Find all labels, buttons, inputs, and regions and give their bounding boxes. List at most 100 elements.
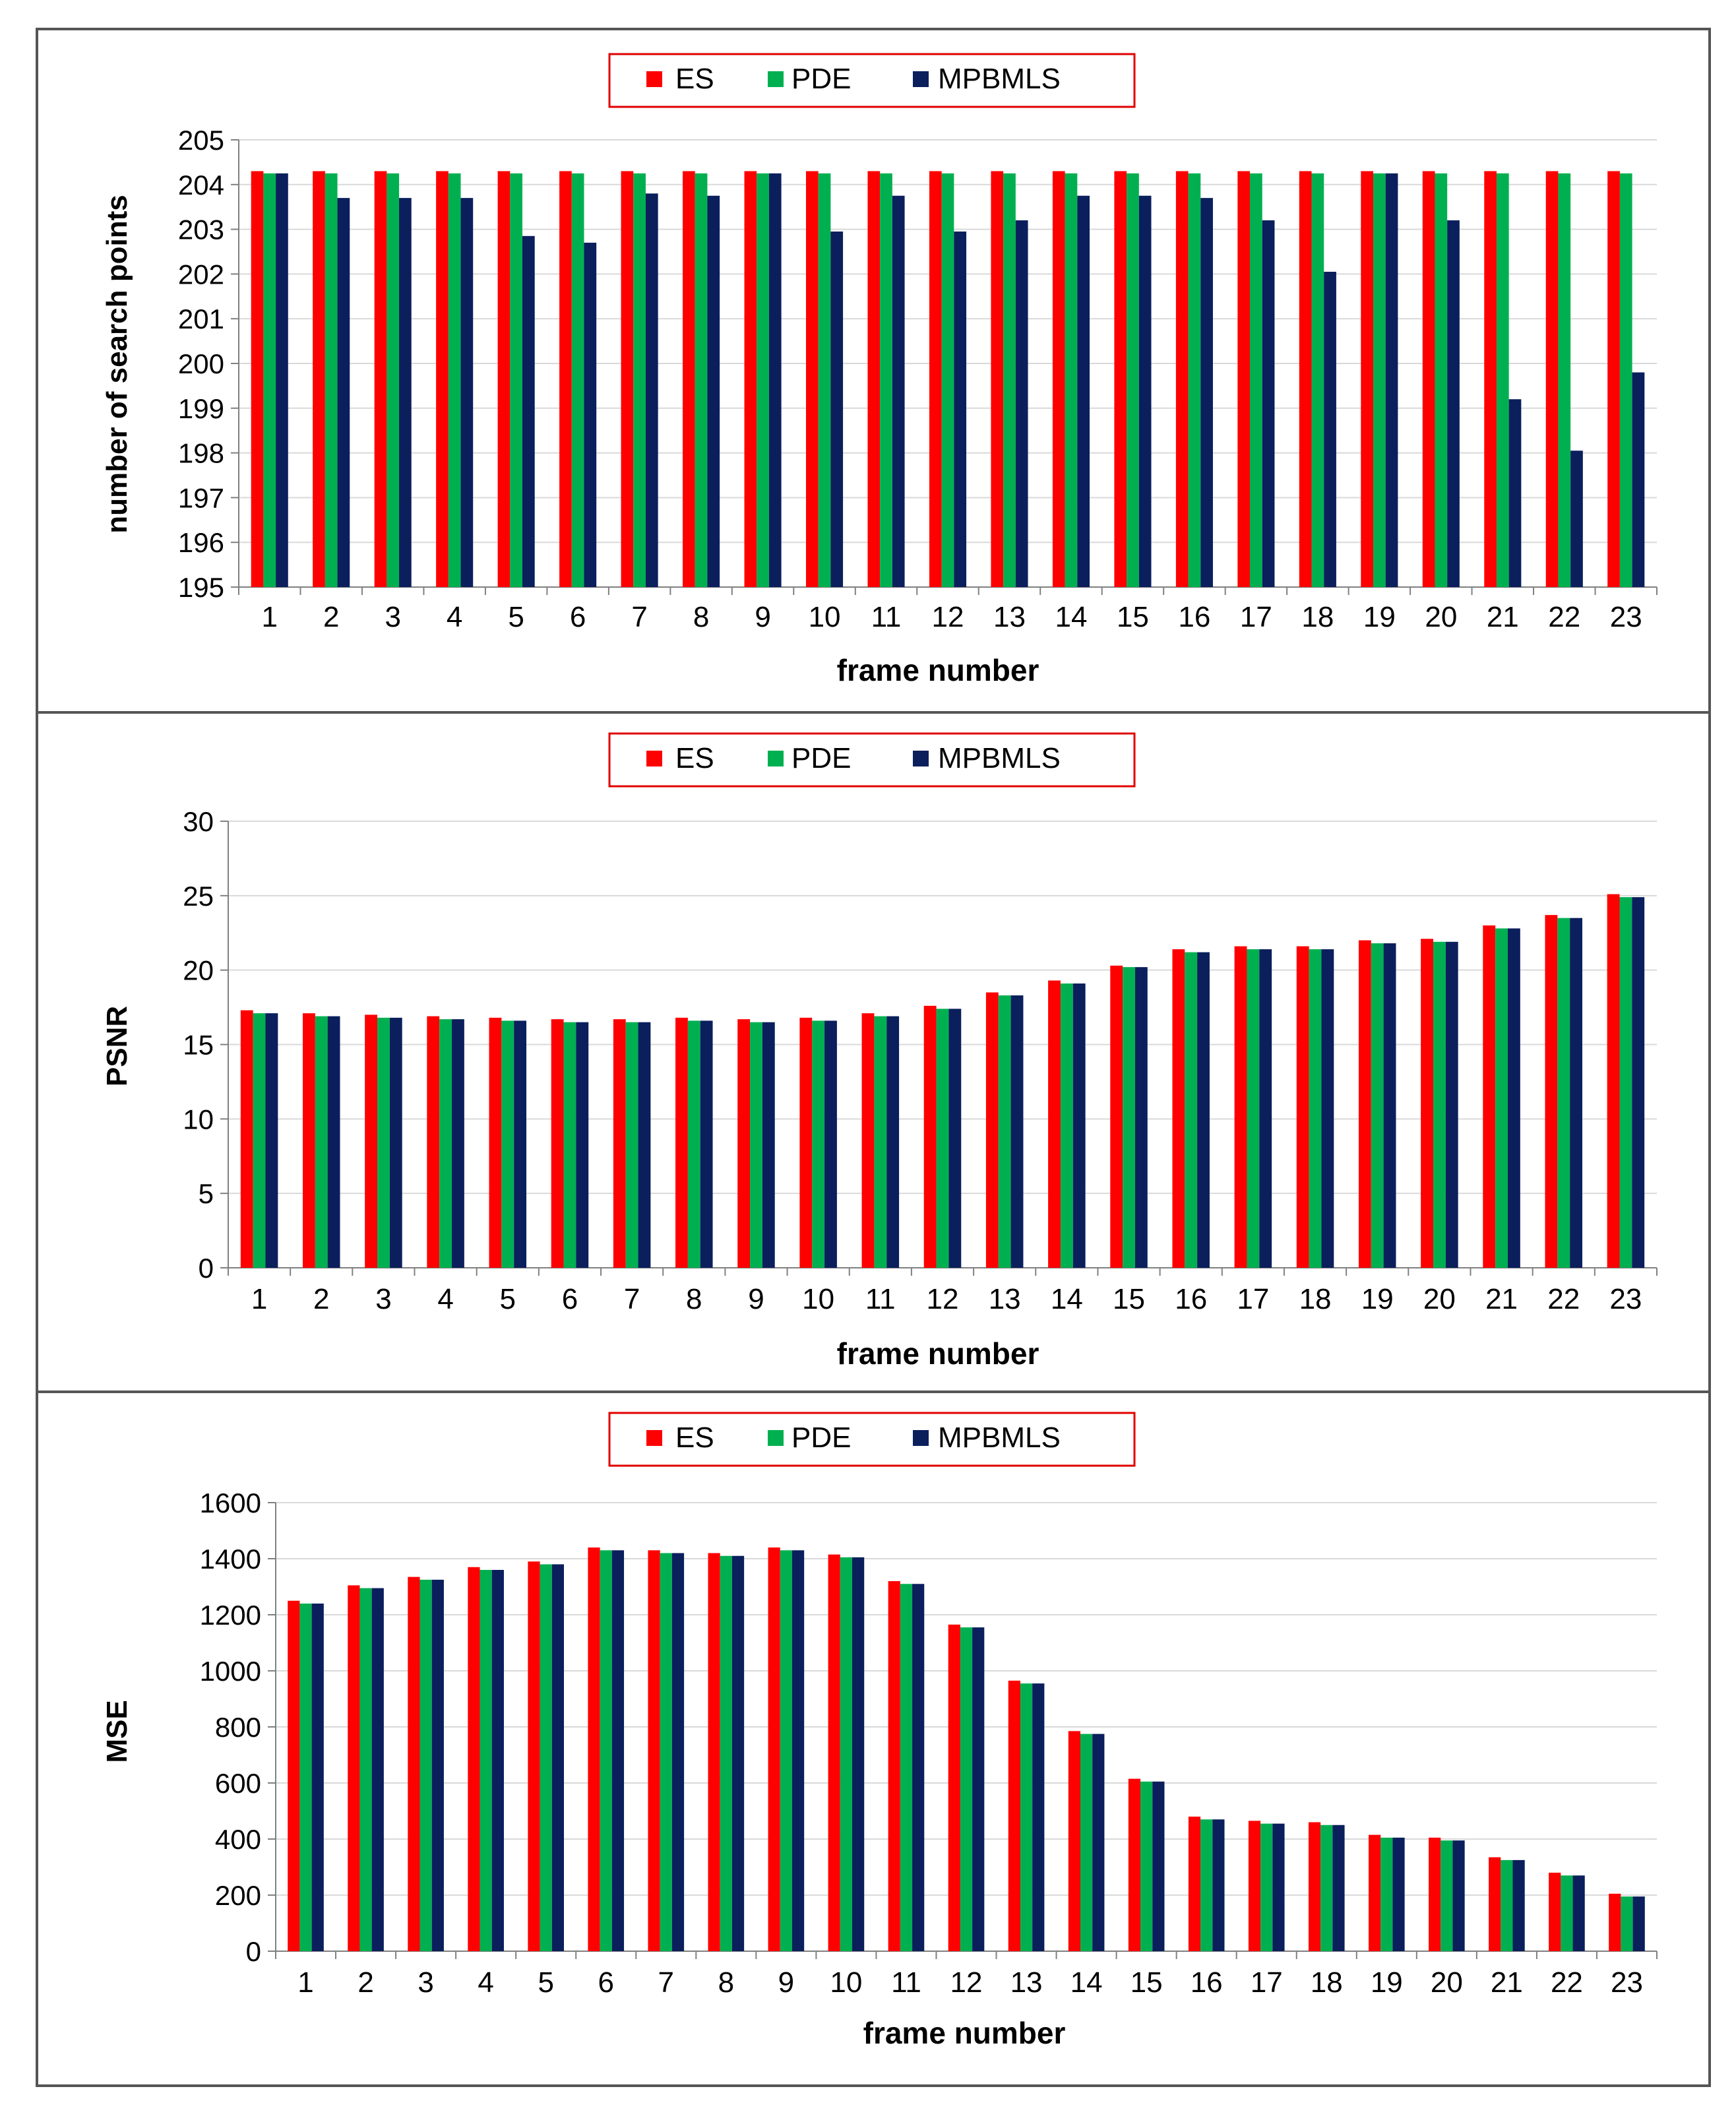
- x-axis-label: frame number: [837, 1336, 1039, 1371]
- bar-es-frame-10: [828, 1554, 840, 1951]
- bar-mpbmls-frame-13: [1010, 995, 1024, 1268]
- bar-pde-frame-9: [780, 1550, 792, 1951]
- bar-mpbmls-frame-15: [1134, 967, 1148, 1268]
- bar-mpbmls-frame-16: [1197, 952, 1210, 1268]
- bar-mpbmls-frame-18: [1321, 949, 1334, 1268]
- bar-pde-frame-20: [1441, 1840, 1453, 1951]
- bar-pde-frame-17: [1260, 1823, 1273, 1951]
- y-tick-label: 800: [215, 1712, 261, 1743]
- bar-mpbmls-frame-18: [1332, 1825, 1345, 1951]
- y-tick-label: 0: [199, 1253, 214, 1284]
- bar-mpbmls-frame-6: [584, 242, 597, 587]
- bar-mpbmls-frame-8: [700, 1020, 713, 1268]
- bar-mpbmls-frame-7: [671, 1553, 685, 1951]
- bar-es-frame-5: [489, 1017, 502, 1268]
- x-tick-label: 7: [624, 1283, 640, 1315]
- x-tick-label: 2: [313, 1283, 329, 1315]
- bar-es-frame-19: [1368, 1834, 1381, 1951]
- bar-mpbmls-frame-21: [1508, 399, 1522, 587]
- x-tick-label: 21: [1487, 601, 1519, 633]
- legend-label-es: ES: [675, 63, 714, 95]
- x-tick-label: 21: [1491, 1966, 1523, 1999]
- bar-es-frame-10: [799, 1017, 813, 1268]
- bar-mpbmls-frame-6: [576, 1022, 589, 1268]
- bar-mpbmls-frame-4: [491, 1570, 504, 1951]
- bar-mpbmls-frame-20: [1445, 941, 1458, 1268]
- bar-es-frame-3: [365, 1015, 378, 1268]
- x-tick-label: 4: [478, 1966, 493, 1999]
- bar-mpbmls-frame-14: [1072, 983, 1086, 1268]
- bar-mpbmls-frame-3: [399, 198, 412, 587]
- bar-es-frame-1: [251, 171, 264, 588]
- bar-mpbmls-frame-12: [948, 1009, 962, 1268]
- bar-mpbmls-frame-1: [276, 173, 288, 588]
- bar-pde-frame-21: [1501, 1859, 1513, 1951]
- x-tick-label: 16: [1191, 1966, 1223, 1999]
- bar-pde-frame-11: [874, 1016, 887, 1268]
- bar-es-frame-9: [744, 171, 757, 588]
- x-tick-label: 20: [1425, 601, 1457, 633]
- y-tick-label: 198: [178, 438, 224, 469]
- bar-pde-frame-16: [1185, 952, 1198, 1268]
- x-tick-label: 17: [1251, 1966, 1283, 1999]
- y-tick-label: 196: [178, 527, 224, 558]
- bar-pde-frame-9: [757, 173, 769, 588]
- bar-mpbmls-frame-3: [389, 1017, 402, 1268]
- bar-pde-frame-5: [501, 1020, 514, 1268]
- bar-es-frame-14: [1068, 1731, 1080, 1951]
- y-tick-label: 1000: [200, 1656, 261, 1687]
- x-tick-label: 16: [1175, 1283, 1207, 1315]
- bar-mpbmls-frame-11: [912, 1584, 925, 1951]
- x-tick-label: 22: [1551, 1966, 1583, 1999]
- bar-es-frame-11: [861, 1013, 875, 1268]
- bar-pde-frame-2: [325, 173, 338, 588]
- bar-mpbmls-frame-22: [1570, 451, 1583, 587]
- bar-mpbmls-frame-16: [1212, 1819, 1225, 1951]
- bar-mpbmls-frame-5: [551, 1564, 565, 1951]
- legend-swatch-es: [646, 751, 662, 766]
- bar-mpbmls-frame-23: [1632, 372, 1645, 587]
- bar-pde-frame-14: [1080, 1734, 1093, 1951]
- bar-mpbmls-frame-13: [1032, 1683, 1045, 1951]
- bar-mpbmls-frame-9: [762, 1022, 775, 1268]
- legend-box: [608, 53, 1136, 108]
- bar-mpbmls-frame-4: [452, 1019, 464, 1268]
- y-tick-label: 200: [215, 1880, 261, 1911]
- y-tick-label: 0: [246, 1936, 261, 1967]
- x-tick-label: 19: [1361, 1283, 1394, 1315]
- bar-mpbmls-frame-15: [1138, 195, 1152, 587]
- bar-es-frame-4: [436, 171, 449, 588]
- bar-es-frame-15: [1128, 1778, 1141, 1951]
- bar-mpbmls-frame-13: [1015, 220, 1028, 587]
- bar-es-frame-6: [559, 171, 572, 588]
- y-tick-label: 1400: [200, 1544, 261, 1575]
- bar-pde-frame-3: [377, 1017, 390, 1268]
- bar-pde-frame-18: [1320, 1825, 1333, 1951]
- bar-pde-frame-12: [960, 1627, 973, 1951]
- legend-swatch-pde: [768, 71, 784, 87]
- bar-mpbmls-frame-10: [824, 1020, 837, 1268]
- bar-pde-frame-15: [1127, 173, 1139, 588]
- bar-pde-frame-5: [510, 173, 522, 588]
- bar-mpbmls-frame-22: [1570, 918, 1582, 1268]
- legend-swatch-pde: [768, 751, 784, 766]
- x-tick-label: 17: [1240, 601, 1272, 633]
- bar-pde-frame-4: [448, 173, 461, 588]
- y-tick-label: 400: [215, 1824, 261, 1855]
- bar-pde-frame-8: [687, 1020, 700, 1268]
- bar-pde-frame-10: [840, 1557, 853, 1951]
- bar-mpbmls-frame-16: [1200, 198, 1213, 587]
- bar-es-frame-21: [1484, 171, 1497, 588]
- x-tick-label: 9: [748, 1283, 764, 1315]
- bar-pde-frame-22: [1561, 1875, 1573, 1951]
- bar-es-frame-18: [1308, 1822, 1321, 1951]
- x-tick-label: 10: [830, 1966, 862, 1999]
- bar-mpbmls-frame-1: [265, 1013, 278, 1268]
- bar-mpbmls-frame-19: [1392, 1837, 1405, 1951]
- bar-mpbmls-frame-23: [1632, 897, 1645, 1268]
- bar-pde-frame-21: [1496, 173, 1509, 588]
- legend-label-mpbmls: MPBMLS: [938, 63, 1061, 95]
- legend: ES PDE MPBMLS: [608, 53, 1136, 108]
- bar-mpbmls-frame-8: [731, 1555, 745, 1951]
